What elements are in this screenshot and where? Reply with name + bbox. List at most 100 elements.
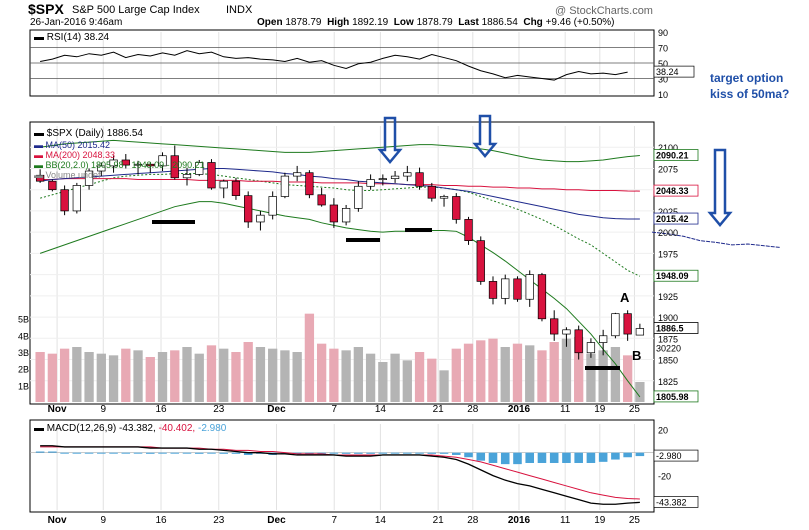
macd-histogram-bar: [35, 451, 45, 453]
price-last-label: 2015.42: [656, 214, 689, 224]
macd-histogram-bar: [562, 452, 571, 463]
price-last-box: [653, 212, 699, 225]
ma50-line: [40, 167, 640, 220]
candle-body: [452, 196, 461, 220]
volume-bar: [316, 343, 327, 402]
macd-histogram-bar: [243, 452, 253, 455]
candle-body: [354, 185, 363, 209]
candle-body: [513, 278, 522, 300]
volume-bar: [182, 347, 192, 402]
macd-histogram-bar: [317, 452, 326, 454]
volume-bar: [500, 347, 510, 402]
macd-histogram-bar: [72, 452, 82, 454]
annotation-target-line2: kiss of 50ma?: [710, 87, 790, 101]
candle-body: [464, 219, 473, 241]
macd-histogram-bar: [145, 452, 155, 454]
down-arrow-icon: [472, 114, 498, 158]
rsi-y-tick-label: 30: [658, 75, 668, 85]
x-tick-label: 16: [155, 404, 167, 415]
macd-histogram-bar: [525, 452, 535, 463]
candle-body: [635, 328, 645, 336]
candle-body: [133, 163, 143, 166]
candle-body: [341, 208, 351, 223]
macd-histogram-bar: [488, 452, 498, 463]
volume-bar: [439, 370, 449, 402]
candle-body: [562, 329, 571, 335]
price-last-label: 2048.33: [656, 186, 689, 196]
low-value: 1878.79: [416, 17, 453, 28]
volume-y-tick-label: 2B: [18, 365, 29, 375]
macd-histogram-bar: [207, 452, 216, 454]
volume-bar: [365, 353, 376, 402]
macd-x-tick-label: Nov: [48, 515, 67, 526]
volume-bar: [463, 343, 474, 402]
candle-body: [280, 175, 290, 197]
volume-bar: [157, 352, 168, 402]
candle-body: [574, 329, 583, 354]
price-last-label: 1805.98: [656, 392, 689, 402]
volume-bar: [59, 348, 70, 402]
price-legend-item: ▬ MA(200) 2048.33: [34, 150, 115, 160]
price-y-tick-label: 2100: [658, 143, 678, 153]
candle-body: [537, 274, 547, 320]
candle-body: [84, 170, 94, 186]
macd-histogram-bar: [464, 452, 473, 458]
macd-last-label: -2.980: [656, 451, 682, 461]
candle-body: [60, 189, 69, 212]
macd-histogram-bar: [586, 452, 596, 463]
volume-bar: [231, 352, 241, 402]
candle-body: [256, 214, 265, 223]
candle-body: [599, 335, 608, 343]
macd-x-tick-label: 2016: [508, 515, 531, 526]
price-title: ▬ $SPX (Daily) 1886.54: [34, 128, 143, 139]
candle-body: [378, 178, 387, 181]
volume-bar: [635, 382, 645, 402]
x-tick-label: 25: [629, 404, 641, 415]
macd-histogram-bar: [403, 452, 412, 454]
volume-y-tick-label: 1B: [18, 381, 29, 391]
volume-bar: [108, 355, 119, 402]
volume-bar: [35, 352, 45, 402]
volume-bar: [96, 353, 106, 402]
volume-bar: [84, 352, 94, 402]
candle-body: [439, 196, 449, 199]
candle-body: [611, 313, 620, 337]
macd-x-tick-label: 11: [560, 515, 571, 526]
candle-body: [427, 185, 436, 199]
x-tick-label: 14: [375, 404, 387, 415]
x-tick-label: Dec: [267, 404, 286, 415]
candle-body: [182, 174, 192, 179]
macd-x-tick-label: 25: [629, 515, 641, 526]
volume-last-label: 30220: [656, 343, 681, 353]
price-y-tick-label: 1850: [658, 356, 678, 366]
price-y-tick-label: 1925: [658, 292, 678, 302]
volume-bar: [574, 337, 584, 402]
volume-bar: [47, 353, 58, 402]
macd-x-tick-label: 28: [467, 515, 479, 526]
macd-histogram-bar: [84, 452, 94, 454]
macd-x-tick-label: 14: [375, 515, 387, 526]
chg-value: +9.46 (+0.50%): [545, 17, 615, 28]
bollinger-upper-line: [40, 139, 640, 163]
macd-x-tick-label: 23: [213, 515, 225, 526]
chart-name: S&P 500 Large Cap Index: [72, 4, 200, 16]
price-y-tick-label: 1975: [658, 249, 678, 259]
macd-histogram-bar: [231, 452, 241, 454]
macd-line: [40, 445, 640, 505]
macd-x-tick-label: 16: [155, 515, 167, 526]
macd-x-tick-label: 7: [331, 515, 337, 526]
macd-histogram-bar: [451, 452, 461, 455]
macd-histogram-bar: [549, 452, 559, 463]
candle-body: [329, 204, 339, 223]
macd-histogram-bar: [390, 452, 400, 454]
candle-body: [415, 172, 424, 187]
macd-histogram-bar: [97, 452, 106, 454]
volume-bar: [243, 342, 253, 402]
annotation-target-line1: target option: [710, 71, 784, 85]
volume-bar: [402, 360, 412, 402]
macd-legend: ▬ MACD(12,26,9) -43.382, -40.402, -2.980: [34, 423, 227, 434]
price-last-box: [653, 184, 699, 197]
macd-histogram-bar: [513, 452, 522, 465]
volume-bar: [586, 353, 596, 402]
macd-histogram-bar: [329, 452, 339, 454]
